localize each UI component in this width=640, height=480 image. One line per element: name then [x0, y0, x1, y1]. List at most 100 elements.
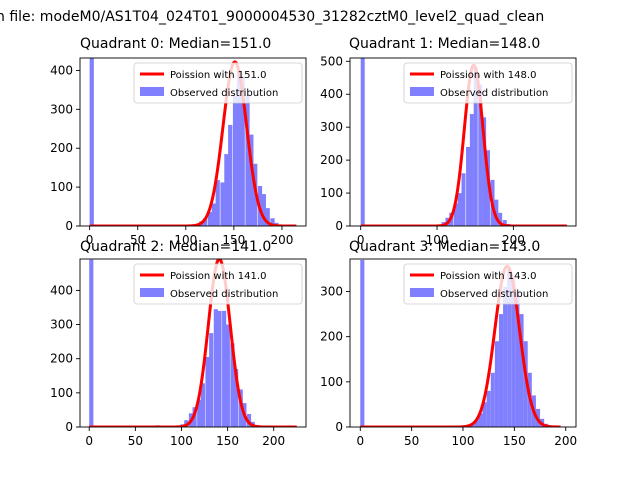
- legend-hist-swatch: [140, 87, 164, 96]
- histogram-bar: [205, 357, 210, 427]
- histogram-bar: [230, 343, 235, 427]
- y-tick-label: 300: [320, 120, 343, 134]
- histogram-bar: [270, 218, 275, 226]
- x-tick-label: 200: [502, 233, 525, 247]
- histogram-bar: [197, 399, 202, 427]
- legend-box: [133, 263, 303, 305]
- x-tick-label: 0: [86, 233, 94, 247]
- quadrant-1-panel: 0 100 200 0 100 200 300 400 500 Poission with 14…: [320, 36, 577, 247]
- y-tick-label: 200: [50, 352, 73, 366]
- histogram-bar: [203, 218, 208, 226]
- axes-frame: [79, 258, 307, 428]
- histogram-bar: [245, 95, 250, 226]
- y-tick-label: 400: [50, 283, 73, 297]
- y-tick-label: 400: [50, 63, 73, 77]
- histogram-bar: [478, 413, 483, 427]
- histogram-bar: [89, 58, 94, 226]
- quadrant-2-bars: [89, 259, 260, 427]
- y-tick-label: 0: [335, 219, 343, 233]
- histogram-bar: [482, 402, 487, 427]
- histogram-bar: [503, 287, 508, 427]
- x-tick-label: 150: [216, 434, 239, 448]
- quadrant-1-model: [359, 63, 568, 226]
- y-tick-label: 300: [50, 102, 73, 116]
- y-tick-label: 100: [320, 186, 343, 200]
- histogram-bar: [234, 368, 239, 427]
- histogram-bar: [473, 67, 478, 226]
- histogram-bar: [261, 194, 266, 226]
- quadrant-0-title: Quadrant 0: Median=151.0: [80, 36, 271, 52]
- x-tick-label: 0: [357, 233, 365, 247]
- model-curve: [359, 63, 568, 226]
- legend-model-label: Poission with 151.0: [170, 70, 266, 81]
- x-tick-label: 50: [128, 434, 143, 448]
- legend-hist-swatch: [410, 288, 434, 297]
- y-tick-label: 0: [65, 219, 73, 233]
- y-tick-label: 200: [320, 153, 343, 167]
- histogram-bar: [490, 372, 495, 427]
- legend-box: [403, 263, 573, 305]
- x-tick-label: 0: [85, 434, 93, 448]
- quadrant-3-axes: 0 50 100 150 200 0 100 200 300: [320, 258, 577, 448]
- x-tick-label: 150: [222, 233, 245, 247]
- histogram-bar: [225, 324, 230, 427]
- histogram-bar: [453, 203, 458, 226]
- x-tick-label: 200: [262, 434, 285, 448]
- histogram-bar: [482, 117, 487, 226]
- y-tick-label: 200: [50, 141, 73, 155]
- histogram-bar: [236, 70, 241, 226]
- x-tick-label: 0: [356, 434, 364, 448]
- legend-hist-label: Observed distribution: [170, 289, 278, 300]
- quadrant-1-bars: [360, 58, 511, 226]
- y-tick-label: 300: [50, 318, 73, 332]
- axes-frame: [79, 57, 307, 227]
- y-tick-label: 200: [320, 330, 343, 344]
- histogram-bar: [224, 154, 229, 226]
- histogram-bar: [228, 124, 233, 226]
- legend-hist-swatch: [410, 87, 434, 96]
- quadrant-0-legend: Poission with 151.0 Observed distributio…: [133, 62, 303, 104]
- axes-frame: [349, 57, 577, 227]
- histogram-bar: [474, 420, 479, 427]
- histogram-bar: [502, 220, 507, 226]
- histogram-bar: [360, 259, 365, 427]
- legend-hist-label: Observed distribution: [440, 88, 548, 99]
- y-tick-label: 500: [320, 54, 343, 68]
- histogram-bar: [213, 309, 218, 427]
- quadrant-2-title: Quadrant 2: Median=141.0: [80, 239, 271, 255]
- histogram-bar: [486, 390, 491, 427]
- histogram-bar: [360, 58, 365, 226]
- histogram-bar: [200, 383, 205, 427]
- legend-model-label: Poission with 148.0: [440, 70, 536, 81]
- histogram-bar: [211, 203, 216, 226]
- quadrant-3-title: Quadrant 3: Median=143.0: [349, 239, 540, 255]
- histogram-bar: [217, 310, 222, 427]
- histogram-bar: [494, 199, 499, 226]
- histogram-bar: [209, 333, 214, 427]
- histogram-bar: [511, 277, 516, 427]
- histogram-bar: [249, 134, 254, 226]
- x-tick-label: 50: [404, 434, 419, 448]
- y-tick-label: 300: [320, 285, 343, 299]
- x-tick-label: 100: [426, 233, 449, 247]
- x-tick-label: 100: [170, 434, 193, 448]
- quadrant-3-legend: Poission with 143.0 Observed distributio…: [403, 263, 573, 305]
- quadrant-0-bars: [89, 58, 283, 226]
- quadrant-1-title: Quadrant 1: Median=148.0: [349, 36, 540, 52]
- histogram-bar: [220, 182, 225, 226]
- x-tick-label: 50: [130, 233, 145, 247]
- legend-hist-swatch: [140, 288, 164, 297]
- legend-model-label: Poission with 143.0: [440, 271, 536, 282]
- histogram-bar: [240, 76, 245, 226]
- histogram-bar: [466, 146, 471, 226]
- histogram-bar: [89, 259, 94, 427]
- histogram-bar: [469, 114, 474, 226]
- histogram-bar: [232, 95, 238, 226]
- histogram-bar: [523, 341, 528, 427]
- y-tick-label: 100: [50, 180, 73, 194]
- histogram-bar: [222, 310, 227, 427]
- quadrant-2-axes: 0 50 100 150 200 0 100 200 300 400: [50, 258, 307, 448]
- histogram-bar: [457, 193, 462, 226]
- histogram-bar: [461, 173, 466, 226]
